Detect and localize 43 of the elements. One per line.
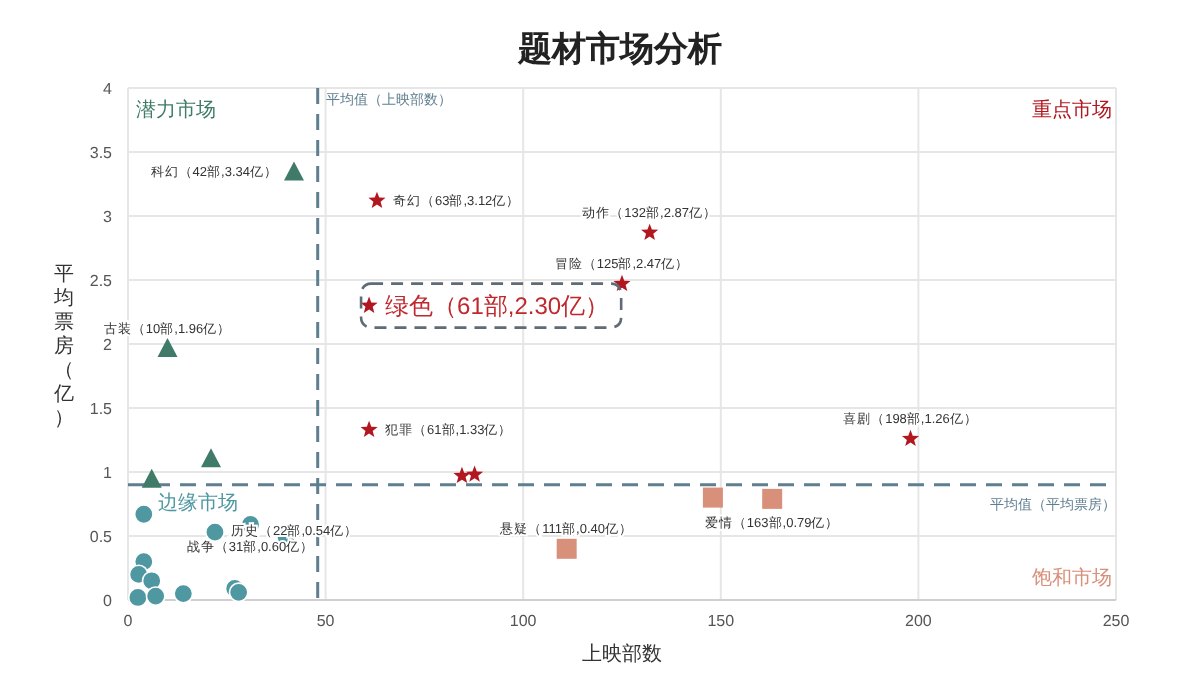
point xyxy=(613,274,631,292)
y-tick-label: 2 xyxy=(103,336,114,354)
y-tick-label: 0 xyxy=(103,592,114,610)
x-axis-title: 上映部数 xyxy=(582,642,662,666)
annotation: 重点市场 xyxy=(1032,98,1112,122)
x-tick-label: 0 xyxy=(123,612,134,630)
y-tick-label: 4 xyxy=(103,80,114,98)
x-tick-label: 250 xyxy=(1102,612,1131,630)
annotation: 潜力市场 xyxy=(136,98,216,122)
point xyxy=(702,487,723,508)
point xyxy=(200,448,221,468)
point xyxy=(283,161,304,181)
x-tick-label: 50 xyxy=(316,612,336,630)
point xyxy=(360,296,378,313)
y-tick-label: 0.5 xyxy=(89,528,114,546)
chart-title: 题材市场分析 xyxy=(516,30,722,68)
point xyxy=(204,522,225,543)
x-tick-label: 200 xyxy=(905,612,933,630)
y-tick-label: 1.5 xyxy=(89,400,114,418)
y-tick-label: 3 xyxy=(103,208,114,226)
annotation: 边缘市场 xyxy=(158,490,238,515)
point xyxy=(762,488,783,509)
point xyxy=(141,468,162,488)
annotation: 绿色（61部,2.30亿） xyxy=(385,291,610,320)
y-axis-title: 平均票房（亿） xyxy=(52,264,74,430)
x-tick-label: 150 xyxy=(707,612,736,630)
point xyxy=(173,583,194,604)
point xyxy=(368,191,386,208)
point xyxy=(157,338,178,358)
point xyxy=(127,587,148,608)
point xyxy=(133,504,154,525)
x-tick-label: 100 xyxy=(509,612,538,630)
point xyxy=(145,586,166,607)
point xyxy=(360,420,378,438)
point xyxy=(556,538,577,559)
y-tick-label: 2.5 xyxy=(89,272,114,290)
point xyxy=(466,465,484,482)
y-tick-label: 1 xyxy=(103,464,114,482)
point xyxy=(453,466,471,484)
point xyxy=(641,223,659,240)
y-tick-label: 3.5 xyxy=(89,144,114,162)
annotation: 饱和市场 xyxy=(1030,566,1112,590)
point xyxy=(901,429,920,446)
